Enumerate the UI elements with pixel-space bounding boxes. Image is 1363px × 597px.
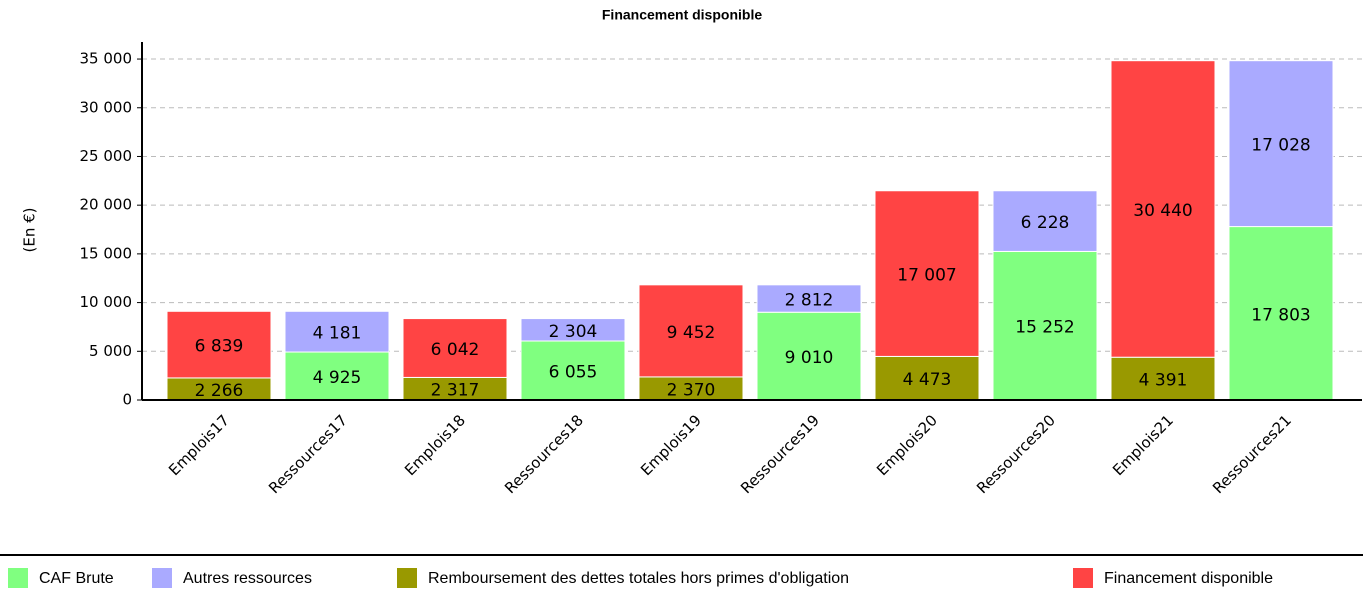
x-tick-label: Ressources17 — [265, 411, 351, 497]
x-tick-label: Ressources20 — [973, 411, 1059, 497]
bar-segment — [1228, 226, 1334, 401]
bar-segment — [756, 284, 862, 313]
bar-segment — [1228, 60, 1334, 228]
value-label: 17 007 — [897, 266, 956, 286]
legend-swatch — [1073, 568, 1093, 588]
value-label: 17 028 — [1251, 136, 1310, 156]
value-label: 15 252 — [1015, 318, 1074, 338]
legend-label: Financement disponible — [1104, 570, 1273, 587]
legend-swatch — [397, 568, 417, 588]
bar-segment — [166, 310, 272, 379]
value-label: 4 473 — [903, 370, 952, 390]
value-label: 6 055 — [549, 363, 598, 383]
bar-segment — [992, 190, 1098, 252]
bar-segment — [874, 190, 980, 357]
y-tick-label: 20 000 — [80, 196, 133, 214]
x-tick-label: Ressources18 — [501, 411, 587, 497]
value-label: 30 440 — [1133, 201, 1192, 221]
value-label: 6 042 — [431, 340, 480, 360]
y-tick-label: 25 000 — [80, 147, 133, 165]
x-tick-label: Emplois19 — [637, 411, 705, 479]
value-label: 9 010 — [785, 348, 834, 368]
x-tick-label: Emplois18 — [401, 411, 469, 479]
y-tick-label: 15 000 — [80, 244, 133, 262]
legend-label: Remboursement des dettes totales hors pr… — [428, 570, 849, 587]
bar-segment — [874, 355, 980, 401]
bar-segment — [756, 311, 862, 401]
value-label: 2 266 — [195, 381, 244, 401]
x-tick-label: Emplois20 — [873, 411, 941, 479]
x-tick-label: Emplois17 — [165, 411, 233, 479]
value-label: 17 803 — [1251, 305, 1310, 325]
bar-segment — [284, 310, 390, 353]
value-label: 2 304 — [549, 322, 598, 342]
value-label: 6 228 — [1021, 213, 1070, 233]
bar-segment — [402, 318, 508, 378]
value-label: 6 839 — [195, 337, 244, 357]
x-tick-label: Emplois21 — [1109, 411, 1177, 479]
chart-title: Financement disponible — [602, 7, 762, 23]
y-axis-label: (En €) — [21, 208, 39, 253]
x-tick-label: Ressources21 — [1209, 411, 1295, 497]
value-label: 4 391 — [1139, 371, 1188, 391]
bar-segment — [1110, 60, 1216, 358]
value-label: 2 317 — [431, 381, 480, 401]
value-label: 9 452 — [667, 323, 716, 343]
value-label: 2 812 — [785, 291, 834, 311]
legend-swatch — [8, 568, 28, 588]
y-tick-label: 35 000 — [80, 50, 133, 68]
value-label: 4 925 — [313, 368, 362, 388]
bar-segment — [520, 318, 626, 342]
y-tick-label: 30 000 — [80, 98, 133, 116]
bar-segment — [638, 284, 744, 378]
value-label: 4 181 — [313, 324, 362, 344]
legend-swatch — [152, 568, 172, 588]
y-tick-label: 10 000 — [80, 293, 133, 311]
value-label: 2 370 — [667, 380, 716, 400]
y-tick-label: 5 000 — [89, 342, 132, 360]
x-tick-label: Ressources19 — [737, 411, 823, 497]
y-tick-label: 0 — [122, 391, 132, 409]
legend-label: CAF Brute — [39, 570, 114, 587]
legend-label: Autres ressources — [183, 570, 312, 587]
